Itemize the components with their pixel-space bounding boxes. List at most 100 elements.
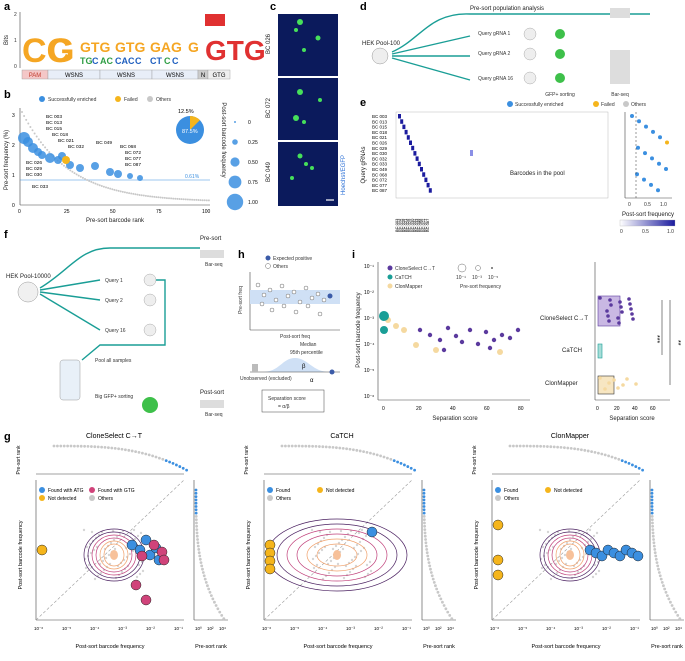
g-contour: [99, 540, 129, 570]
b-other-point: [149, 195, 152, 198]
i-box-point: [605, 309, 609, 313]
panel-b-yticks: 0 1 2 3: [12, 113, 15, 209]
g-rank-point: [586, 449, 590, 453]
g-plot-2: ClonMapper Pre-sort rank Post-sort barcode…: [472, 433, 684, 650]
g-rank-point: [96, 445, 100, 449]
g-right-rank-point: [423, 524, 427, 528]
b-xtick: 50: [110, 209, 116, 215]
g-rank-point: [59, 444, 63, 448]
panel-b-size-legend: 0 0.25 0.50 0.75 1.00: [226, 120, 258, 211]
g-rank-point: [600, 452, 604, 456]
b-barcode-label: BC 072: [125, 150, 141, 156]
panel-d-cell-groups: [523, 27, 565, 85]
logo-gtg-end: GTG: [205, 35, 266, 66]
g-right-rank-point: [195, 531, 199, 535]
g-other-point: [313, 545, 317, 549]
seq-pam-label: PAM: [29, 73, 42, 79]
b-other-point: [37, 138, 40, 141]
legend-h-expected: Expected positive: [273, 256, 312, 262]
g-rank-point: [324, 445, 328, 449]
e-right-point: [651, 129, 655, 134]
g-rank-point: [522, 444, 525, 448]
g-legend-label: Others: [98, 496, 114, 502]
g-right-rank-point: [430, 574, 434, 578]
g-right-rank-point: [422, 501, 426, 505]
g-right-rank-point: [423, 534, 427, 538]
g-legend-label: Not detected: [326, 488, 355, 494]
panel-h-sep-formula: = α/β: [278, 404, 290, 410]
panel-e-colorbar: [619, 219, 676, 227]
g-rank-point: [304, 444, 308, 448]
g-other-point: [93, 577, 97, 581]
g-rank-point: [552, 445, 556, 449]
i-cloneselect-point: [499, 332, 505, 338]
i-box-point: [619, 305, 623, 309]
g-legend-dot: [89, 487, 95, 493]
panel-e-rtick-2: 1.0: [660, 202, 667, 208]
g-rank-point: [352, 448, 355, 452]
panel-e-letter: e: [360, 97, 366, 109]
panel-b-pie-failed: [190, 116, 200, 130]
g-rank-point: [144, 452, 148, 456]
g-other-point: [310, 528, 314, 532]
g-right-rank-point: [426, 557, 430, 561]
b-other-point: [60, 163, 63, 166]
panel-e-heatmap: [395, 111, 609, 199]
g-contour: [551, 537, 589, 573]
g-right-rank-point: [197, 551, 201, 555]
panel-h-unobserved-bar: [252, 364, 258, 372]
g-top-ylabel: Pre-sort rank: [472, 445, 478, 474]
g-rank-point: [66, 444, 69, 448]
g-notdetected-point: [492, 519, 504, 531]
g-right-rank-point: [208, 590, 212, 594]
i-ytick: 10⁻³: [364, 316, 374, 322]
panel-d: d Pre-sort population analysis HEK Pool-…: [360, 1, 650, 98]
g-other-point: [576, 570, 580, 574]
b-other-point: [201, 199, 204, 202]
b-other-point: [119, 190, 122, 193]
micrograph-3: [278, 142, 338, 206]
i-box-point: [598, 296, 602, 300]
i-xtick: 60: [484, 406, 490, 412]
g-other-point: [314, 554, 318, 558]
g-right-rank-point: [197, 548, 201, 551]
g-right-rank-point: [651, 528, 655, 531]
b-other-point: [170, 197, 173, 200]
e-row-label: BC 032: [372, 156, 388, 161]
h-positive-point: [327, 293, 333, 299]
g-other-point: [133, 537, 137, 541]
g-rank-point: [369, 451, 372, 455]
e-heat-cell: [424, 177, 428, 183]
e-row-label: BC 003: [372, 114, 388, 119]
panel-i: i Post-sort barcode frequency 10⁻¹10⁻²10…: [352, 249, 681, 422]
panel-f-query-1: Query 1: [105, 278, 123, 284]
i-cloneselect-point: [515, 327, 521, 333]
b-other-point: [21, 111, 23, 113]
g-xtick: 10⁻⁶: [490, 626, 499, 631]
g-ylabel: Post-sort barcode frequency: [246, 520, 252, 589]
legend-e-failed: Failed: [601, 102, 615, 108]
g-right-rank-point: [222, 617, 226, 621]
g-right-rank-point: [651, 524, 655, 528]
e-right-point: [644, 124, 648, 129]
svg-text:TG: TG: [80, 56, 93, 66]
g-other-point: [574, 532, 578, 536]
b-size-circle: [234, 121, 236, 123]
legend-e-failed-dot: [593, 101, 599, 107]
g-right-xlabel: Pre-sort rank: [195, 644, 227, 650]
panel-a-ytick-top: 2: [14, 12, 17, 18]
i-box-point: [617, 321, 621, 325]
g-legend-dot: [39, 487, 45, 493]
b-other-point: [115, 189, 118, 192]
g-other-point: [359, 549, 363, 553]
g-right-rank-point: [650, 488, 654, 492]
panel-e-heatmap-cells: [398, 114, 473, 193]
g-other-point: [312, 566, 316, 570]
e-heat-cell: [420, 167, 423, 172]
e-right-point: [637, 119, 641, 124]
panel-d-title: Pre-sort population analysis: [470, 6, 544, 12]
e-row-label: BC 087: [372, 188, 388, 193]
b-other-point: [23, 114, 26, 117]
b-barcode-label: BC 032: [68, 144, 84, 150]
g-contour: [103, 543, 125, 567]
